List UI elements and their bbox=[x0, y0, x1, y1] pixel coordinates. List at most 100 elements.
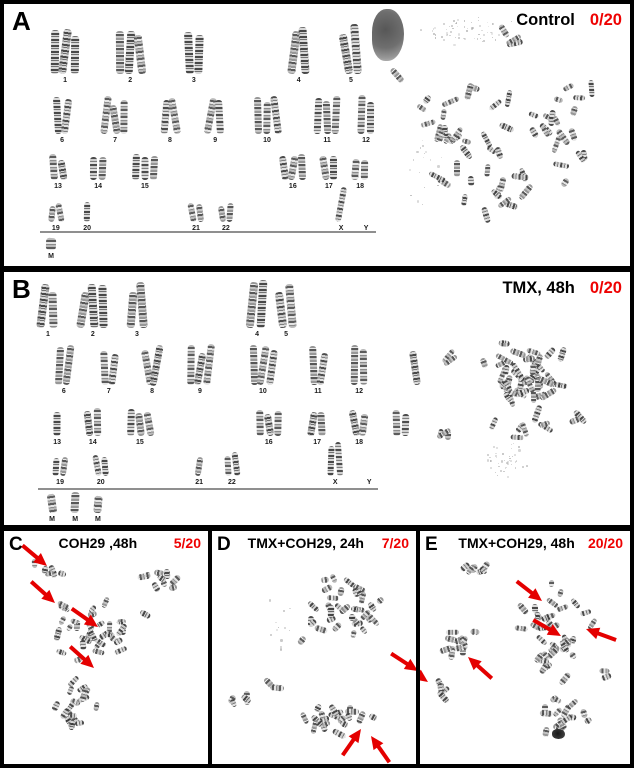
chromosome bbox=[45, 237, 57, 251]
debris-speck bbox=[487, 22, 489, 23]
debris-speck bbox=[455, 22, 457, 25]
debris-speck bbox=[437, 165, 440, 168]
aberration-arrow-icon bbox=[515, 579, 542, 601]
debris-speck bbox=[419, 29, 422, 31]
chromosome-number-label: 12 bbox=[362, 137, 370, 144]
chromosome bbox=[69, 712, 78, 719]
chromosome bbox=[543, 346, 557, 360]
cell-nucleus bbox=[372, 9, 404, 62]
debris-speck bbox=[496, 475, 498, 477]
chromosome bbox=[441, 95, 461, 109]
chromosome-group-20: 20 bbox=[83, 201, 91, 232]
chromosome-number-label: 17 bbox=[313, 439, 322, 446]
debris-speck bbox=[432, 28, 435, 30]
panel-a: A 1 2 3 4 5 6 7 8 9 10 11 12 13 14 15 16 17 18 19 20 21 22 X Y M… bbox=[4, 4, 630, 266]
debris-speck bbox=[506, 476, 509, 479]
chromosome bbox=[253, 97, 263, 135]
aberration-arrow-icon bbox=[70, 606, 98, 627]
chromosome bbox=[36, 283, 50, 329]
chromosome bbox=[578, 608, 592, 617]
debris-speck bbox=[495, 453, 497, 455]
chromosome-group-16: 16 bbox=[255, 410, 282, 446]
chromosome bbox=[342, 576, 357, 589]
chromosome bbox=[297, 153, 306, 181]
debris-speck bbox=[514, 467, 516, 469]
treatment-label-c: COH29 ,48h bbox=[58, 535, 138, 551]
chromosome bbox=[327, 445, 335, 477]
chromosome-number-label: 14 bbox=[94, 183, 103, 190]
chromosome bbox=[100, 350, 109, 386]
chromosome bbox=[65, 623, 73, 632]
chromosome bbox=[101, 595, 111, 609]
debris-speck bbox=[491, 37, 493, 39]
debris-speck bbox=[487, 453, 490, 456]
chromosome bbox=[529, 126, 540, 139]
chromosome bbox=[569, 105, 579, 117]
chromosome bbox=[314, 624, 329, 634]
chromosome bbox=[263, 413, 275, 437]
debris-speck bbox=[449, 34, 451, 36]
chromosome bbox=[287, 155, 299, 181]
chromosome bbox=[322, 101, 332, 135]
chromosome-number-label: 14 bbox=[88, 439, 97, 446]
chromosome-group-2: 2 bbox=[116, 28, 147, 84]
aberration-arrow-icon bbox=[390, 651, 416, 671]
chromosome-group-M: M bbox=[45, 236, 57, 260]
chromosome-number-label: 18 bbox=[356, 183, 365, 190]
treatment-label-e: TMX+COH29, 48h bbox=[458, 535, 575, 551]
chromosome-number-label: 13 bbox=[53, 439, 62, 446]
chromosome-number-label: 16 bbox=[264, 439, 273, 446]
debris-speck bbox=[482, 40, 484, 42]
chromosome bbox=[309, 719, 319, 735]
debris-speck bbox=[503, 470, 505, 473]
chromosome bbox=[93, 496, 103, 514]
chromosome-group-M: M bbox=[70, 491, 80, 523]
chromosome-number-label: 3 bbox=[191, 77, 196, 84]
chromosome bbox=[548, 580, 555, 588]
chromosome bbox=[358, 413, 369, 437]
debris-speck bbox=[479, 38, 481, 40]
debris-speck bbox=[479, 25, 481, 27]
chromosome-number-label: X bbox=[332, 479, 338, 486]
chromosome-number-label: Y bbox=[363, 225, 369, 232]
chromosome-group-7: 7 bbox=[100, 347, 119, 395]
debris-speck bbox=[509, 455, 511, 457]
chromosome-group-3: 3 bbox=[126, 281, 148, 338]
debris-speck bbox=[457, 33, 461, 36]
chromosome-group-4: 4 bbox=[245, 279, 268, 338]
chromosome-number-label: 9 bbox=[197, 388, 202, 395]
debris-speck bbox=[498, 34, 500, 37]
chromosome-number-label: 7 bbox=[106, 388, 111, 395]
chromosome-group-16: 16 bbox=[278, 153, 306, 190]
debris-speck bbox=[518, 446, 521, 449]
chromosome bbox=[126, 291, 138, 329]
chromosome bbox=[126, 408, 135, 437]
aberration-ratio-a: 0/20 bbox=[589, 11, 622, 29]
panel-b-header: TMX, 48h 0/20 bbox=[502, 279, 622, 298]
chromosome bbox=[552, 695, 563, 704]
chromosome-group-5: 5 bbox=[338, 23, 362, 84]
metaphase-spread-d bbox=[212, 531, 416, 764]
chromosome bbox=[502, 364, 511, 376]
chromosome-group-10: 10 bbox=[249, 345, 278, 395]
chromosome bbox=[389, 66, 405, 84]
chromosome bbox=[458, 143, 474, 160]
chromosome-group-2: 2 bbox=[75, 283, 108, 338]
panel-c-letter: C bbox=[9, 534, 23, 555]
panel-divider-vertical bbox=[208, 531, 212, 764]
chromosome-number-label: 20 bbox=[96, 479, 105, 486]
chromosome bbox=[194, 456, 204, 477]
chromosome bbox=[461, 193, 468, 206]
debris-speck bbox=[513, 454, 516, 456]
chromosome-number-label: 20 bbox=[83, 225, 92, 232]
chromosome bbox=[58, 615, 67, 626]
chromosome bbox=[46, 493, 58, 514]
chromosome-number-label: 15 bbox=[140, 183, 149, 190]
chromosome-number-label: 2 bbox=[90, 331, 95, 338]
chromosome-group-14: 14 bbox=[90, 156, 107, 190]
debris-speck bbox=[505, 466, 508, 469]
chromosome bbox=[137, 572, 152, 581]
aberration-arrow-icon bbox=[29, 580, 55, 604]
debris-speck bbox=[463, 20, 466, 22]
chromosome bbox=[296, 635, 307, 646]
